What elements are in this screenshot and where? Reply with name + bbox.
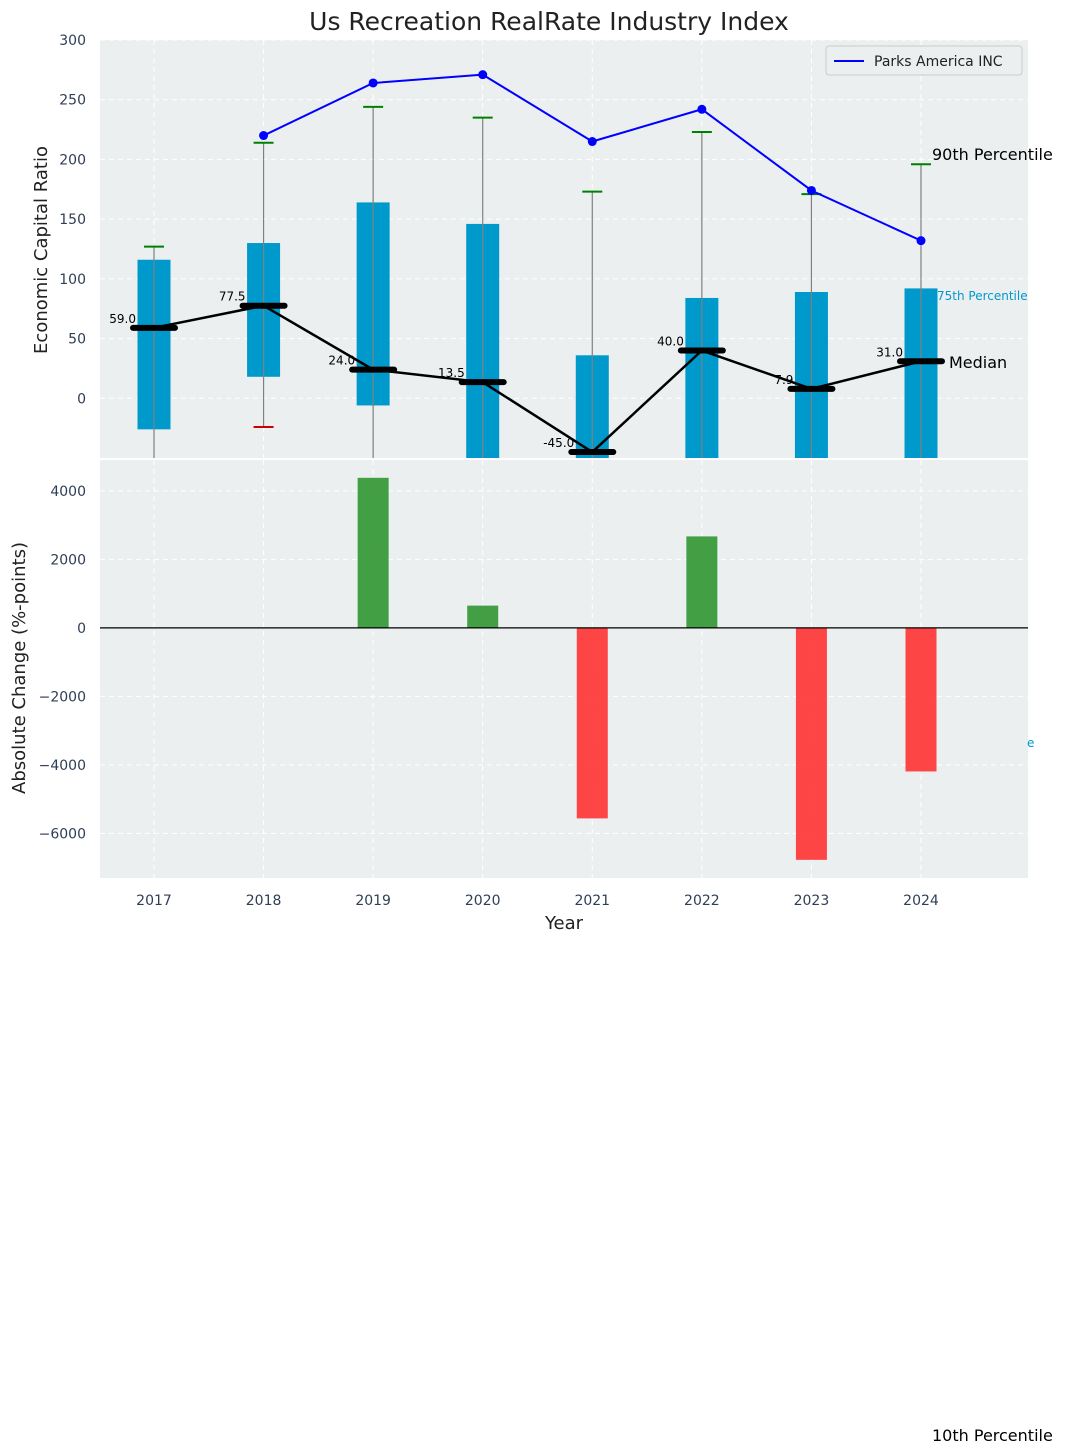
x-tick-label: 2017 [136, 893, 172, 909]
top-y-axis-label: Economic Capital Ratio [31, 146, 52, 354]
bottom-y-tick-label: −2000 [39, 689, 86, 705]
company-point [587, 137, 597, 147]
median-trend-line [153, 304, 922, 454]
median-value-label: 77.5 [219, 290, 246, 304]
annotation-median: Median [949, 353, 1007, 372]
bottom-y-axis-label: Absolute Change (%-points) [9, 542, 30, 794]
top-y-tick-label: 50 [68, 332, 86, 348]
legend-entry: Parks America INC [874, 54, 1003, 70]
bottom-y-tick-label: 0 [77, 621, 86, 637]
legend: Parks America INC [825, 45, 1023, 76]
top-y-tick-label: 0 [77, 391, 86, 407]
median-value-label: 7.9 [774, 373, 793, 387]
tick-labels: 2017 2018 2019 2020 2021 2022 2023 2024 0 50 100 15… [39, 33, 939, 909]
company-point [259, 131, 269, 141]
x-tick-label: 2019 [355, 893, 391, 909]
change-bar [467, 605, 499, 628]
change-bar [795, 627, 827, 860]
median-value-label: 59.0 [109, 312, 136, 326]
company-point [916, 236, 926, 246]
bottom-y-tick-label: −4000 [39, 758, 86, 774]
top-y-tick-label: 100 [59, 272, 86, 288]
change-bar-marks [100, 477, 1028, 860]
top-y-tick-label: 150 [59, 212, 86, 228]
change-bar [357, 477, 389, 628]
company-point [806, 185, 816, 195]
x-tick-label: 2021 [574, 893, 610, 909]
top-plot-area [100, 40, 1028, 458]
x-tick-label: 2018 [246, 893, 282, 909]
median-value-label: 31.0 [876, 345, 903, 359]
x-tick-label: 2023 [794, 893, 830, 909]
top-y-tick-label: 250 [59, 93, 86, 109]
bottom-plot-area [100, 460, 1028, 878]
company-point [368, 78, 378, 88]
annotation-90th-percentile: 90th Percentile [932, 145, 1053, 164]
annotation-10th-percentile: 10th Percentile [932, 1426, 1053, 1445]
chart-title: Us Recreation RealRate Industry Index [309, 7, 789, 36]
top-y-tick-label: 300 [59, 33, 86, 49]
x-tick-label: 2022 [684, 893, 720, 909]
top-y-tick-label: 200 [59, 152, 86, 168]
annotation-25th-percentile-clipped: e [1027, 736, 1034, 750]
x-axis-label: Year [544, 913, 584, 934]
bottom-y-tick-label: −6000 [39, 826, 86, 842]
annotation-75th-percentile: 75th Percentile [937, 289, 1028, 303]
change-bar [686, 536, 718, 628]
x-tick-label: 2024 [903, 893, 939, 909]
x-tick-label: 2020 [465, 893, 501, 909]
change-bar [576, 627, 608, 819]
median-value-label: 40.0 [657, 335, 684, 349]
median-value-label: 24.0 [328, 354, 355, 368]
change-bar [905, 627, 937, 772]
company-point [697, 104, 707, 114]
box-plot-marks: 59.0 77.5 24.0 13.5 -45.0 40.0 7.9 31.0 [109, 70, 945, 458]
company-point [478, 70, 488, 80]
bottom-y-tick-label: 4000 [50, 484, 86, 500]
median-value-label: -45.0 [543, 436, 574, 450]
median-value-label: 13.5 [438, 366, 465, 380]
bottom-y-tick-label: 2000 [50, 552, 86, 568]
